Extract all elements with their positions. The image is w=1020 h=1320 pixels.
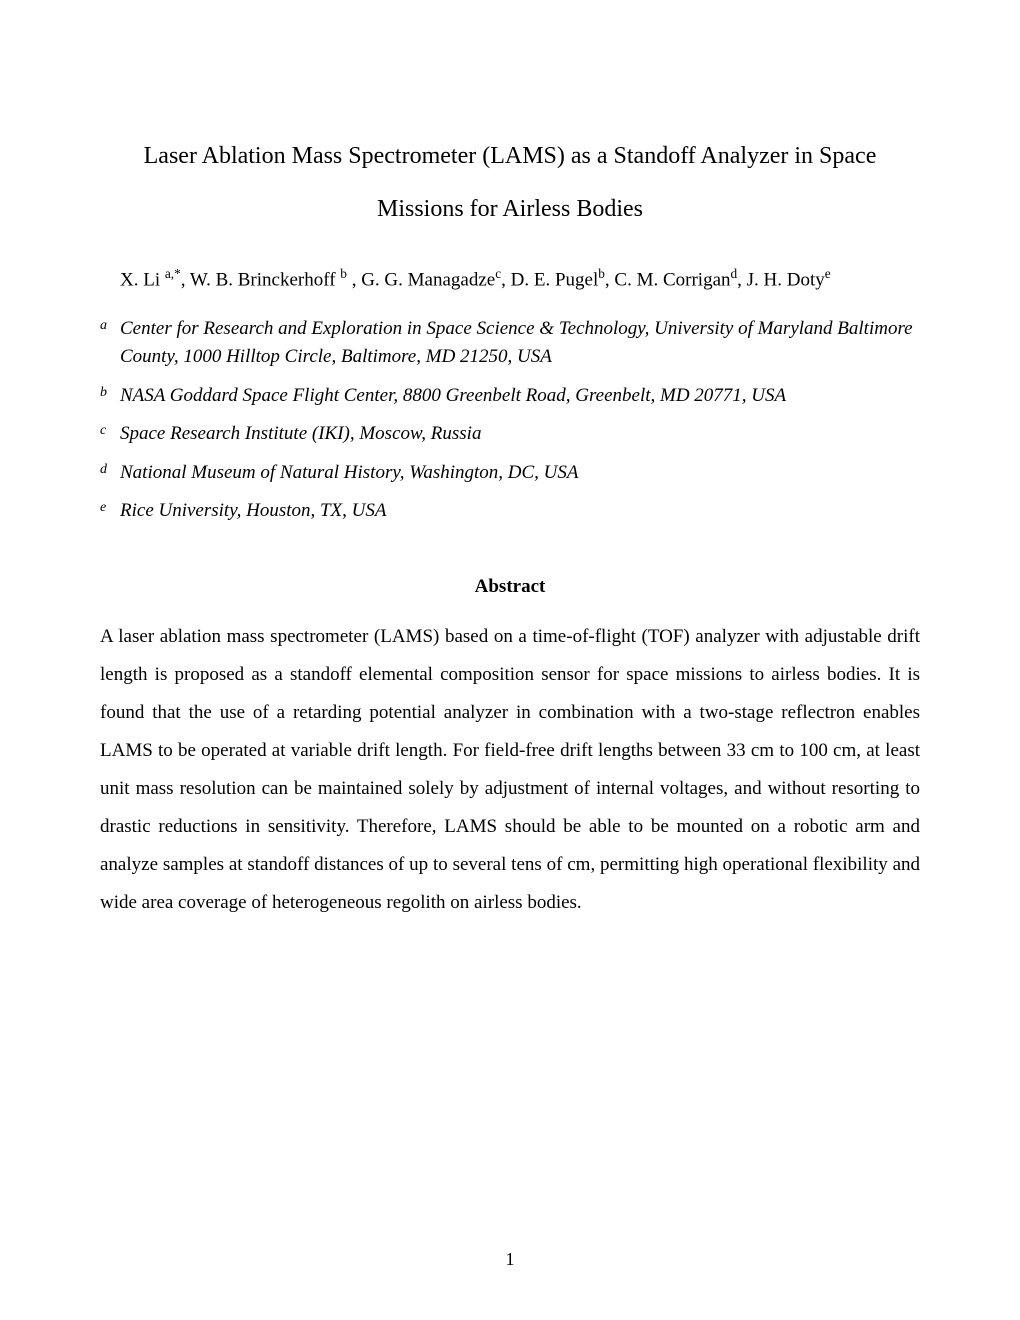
affiliation-text: National Museum of Natural History, Wash… [120,459,920,488]
title-line-2: Missions for Airless Bodies [377,196,643,222]
affiliation-text: Rice University, Houston, TX, USA [120,497,920,526]
affiliation-text: Center for Research and Exploration in S… [120,315,920,372]
abstract-body: A laser ablation mass spectrometer (LAMS… [100,618,920,922]
affiliation-text: NASA Goddard Space Flight Center, 8800 G… [120,382,920,411]
authors-list: X. Li a,*, W. B. Brinckerhoff b , G. G. … [100,266,920,291]
affiliation-item: c Space Research Institute (IKI), Moscow… [100,420,920,449]
affiliation-marker: c [100,420,120,449]
affiliation-text: Space Research Institute (IKI), Moscow, … [120,420,920,449]
affiliation-item: d National Museum of Natural History, Wa… [100,459,920,488]
affiliation-marker: e [100,497,120,526]
paper-title: Laser Ablation Mass Spectrometer (LAMS) … [100,130,920,236]
affiliation-item: e Rice University, Houston, TX, USA [100,497,920,526]
title-line-1: Laser Ablation Mass Spectrometer (LAMS) … [144,143,877,169]
affiliation-marker: b [100,382,120,411]
abstract-heading: Abstract [100,576,920,598]
page-number: 1 [506,1249,515,1270]
affiliations-block: a Center for Research and Exploration in… [100,315,920,526]
affiliation-marker: a [100,315,120,372]
affiliation-item: b NASA Goddard Space Flight Center, 8800… [100,382,920,411]
affiliation-item: a Center for Research and Exploration in… [100,315,920,372]
affiliation-marker: d [100,459,120,488]
